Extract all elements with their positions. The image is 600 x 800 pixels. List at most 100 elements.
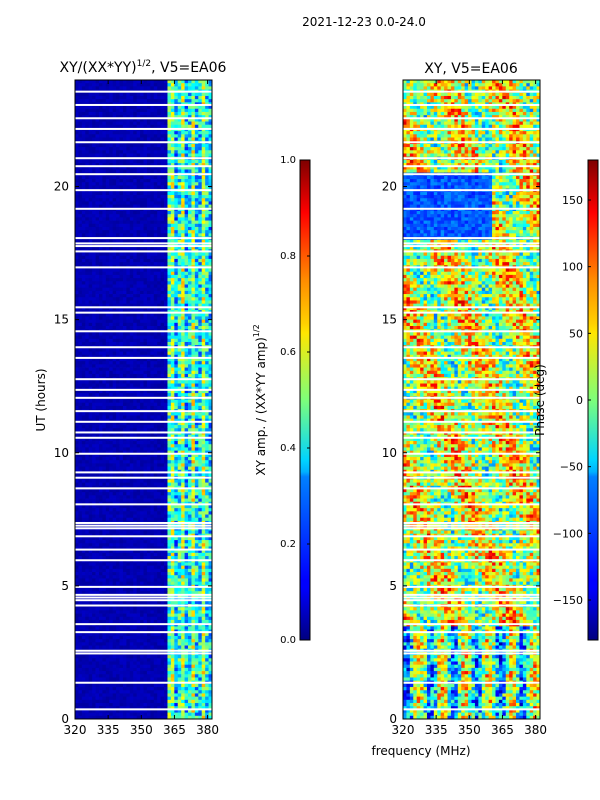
heatmap-cell [174,373,179,378]
heatmap-cell [188,386,192,391]
heatmap-cell [160,198,165,202]
heatmap-cell [78,341,83,346]
heatmap-cell [188,124,192,129]
heatmap-cell [136,214,141,218]
heatmap-cell [85,217,90,221]
heatmap-cell [88,326,93,330]
heatmap-cell [81,441,86,445]
heatmap-cell [119,95,124,100]
heatmap-cell [75,290,79,295]
heatmap-cell [95,175,100,180]
heatmap-cell [146,313,151,317]
heatmap-cell [122,322,127,327]
heatmap-cell [129,418,134,423]
heatmap-cell [109,290,114,295]
heatmap-cell [167,389,172,394]
heatmap-cell [157,383,162,388]
heatmap-cell [194,319,199,324]
heatmap-cell [208,472,212,477]
heatmap-cell [109,370,114,375]
heatmap-cell [153,153,158,158]
heatmap-cell [92,242,96,247]
heatmap-cell [88,405,93,410]
heatmap-cell [88,95,93,100]
heatmap-cell [102,233,107,237]
heatmap-cell [167,255,172,260]
heatmap-cell [177,201,182,205]
heatmap-cell [126,246,131,250]
heatmap-cell [205,332,209,336]
heatmap-cell [102,137,107,142]
heatmap-cell [98,348,103,352]
heatmap-cell [146,99,151,103]
heatmap-cell [126,425,131,429]
heatmap-cell [194,453,199,458]
heatmap-cell [75,214,79,218]
heatmap-cell [164,175,168,180]
heatmap-cell [184,191,189,196]
heatmap-cell [140,159,144,164]
heatmap-cell [157,147,162,151]
heatmap-cell [119,131,124,135]
heatmap-cell [188,415,192,420]
heatmap-cell [105,99,110,103]
heatmap-cell [205,428,209,432]
heatmap-cell [78,185,83,190]
heatmap-cell [119,335,124,340]
heatmap-cell [177,290,182,295]
heatmap-cell [85,185,90,190]
heatmap-cell [75,300,79,305]
heatmap-cell [181,121,185,126]
heatmap-cell [143,367,148,372]
heatmap-cell [133,134,138,138]
heatmap-cell [122,348,127,352]
heatmap-cell [164,95,168,100]
heatmap-cell [177,223,182,228]
heatmap-cell [75,389,79,394]
heatmap-cell [164,326,168,330]
heatmap-cell [136,255,141,260]
heatmap-cell [78,115,83,119]
heatmap-cell [170,242,175,247]
heatmap-cell [153,306,158,311]
heatmap-cell [205,287,209,292]
heatmap-cell [146,447,151,452]
heatmap-cell [95,185,100,190]
heatmap-cell [122,373,127,378]
heatmap-cell [129,402,134,407]
heatmap-cell [112,252,117,257]
heatmap-cell [112,326,117,330]
heatmap-cell [95,191,100,196]
heatmap-cell [92,268,96,273]
heatmap-cell [201,92,206,97]
heatmap-cell [188,226,192,231]
heatmap-cell [85,246,90,250]
heatmap-cell [129,258,134,263]
heatmap-cell [201,150,206,154]
heatmap-cell [198,444,203,448]
heatmap-cell [205,226,209,231]
heatmap-cell [181,351,185,356]
heatmap-cell [140,405,144,410]
heatmap-cell [98,316,103,321]
heatmap-cell [75,354,79,359]
heatmap-cell [112,405,117,410]
heatmap-cell [122,255,127,260]
heatmap-cell [109,437,114,442]
heatmap-cell [177,450,182,455]
heatmap-cell [208,99,212,103]
heatmap-cell [191,351,196,356]
heatmap-cell [177,278,182,282]
heatmap-cell [160,262,165,266]
heatmap-cell [109,281,114,285]
heatmap-cell [188,131,192,135]
heatmap-cell [198,137,203,142]
heatmap-cell [140,121,144,126]
heatmap-cell [188,271,192,276]
heatmap-cell [143,271,148,276]
heatmap-cell [143,297,148,301]
heatmap-cell [119,163,124,167]
heatmap-cell [129,86,134,90]
heatmap-cell [109,393,114,397]
heatmap-cell [126,214,131,218]
